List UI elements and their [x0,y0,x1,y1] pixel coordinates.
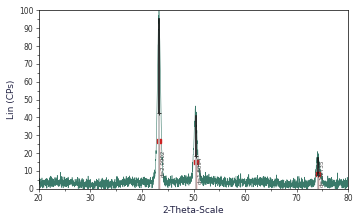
Text: d=2.0902: d=2.0902 [161,149,166,177]
Text: d=1.2735: d=1.2735 [320,159,325,187]
Y-axis label: Lin (CPs): Lin (CPs) [7,80,16,119]
Text: d=1.8094: d=1.8094 [198,156,203,184]
X-axis label: 2-Theta-Scale: 2-Theta-Scale [163,206,224,215]
